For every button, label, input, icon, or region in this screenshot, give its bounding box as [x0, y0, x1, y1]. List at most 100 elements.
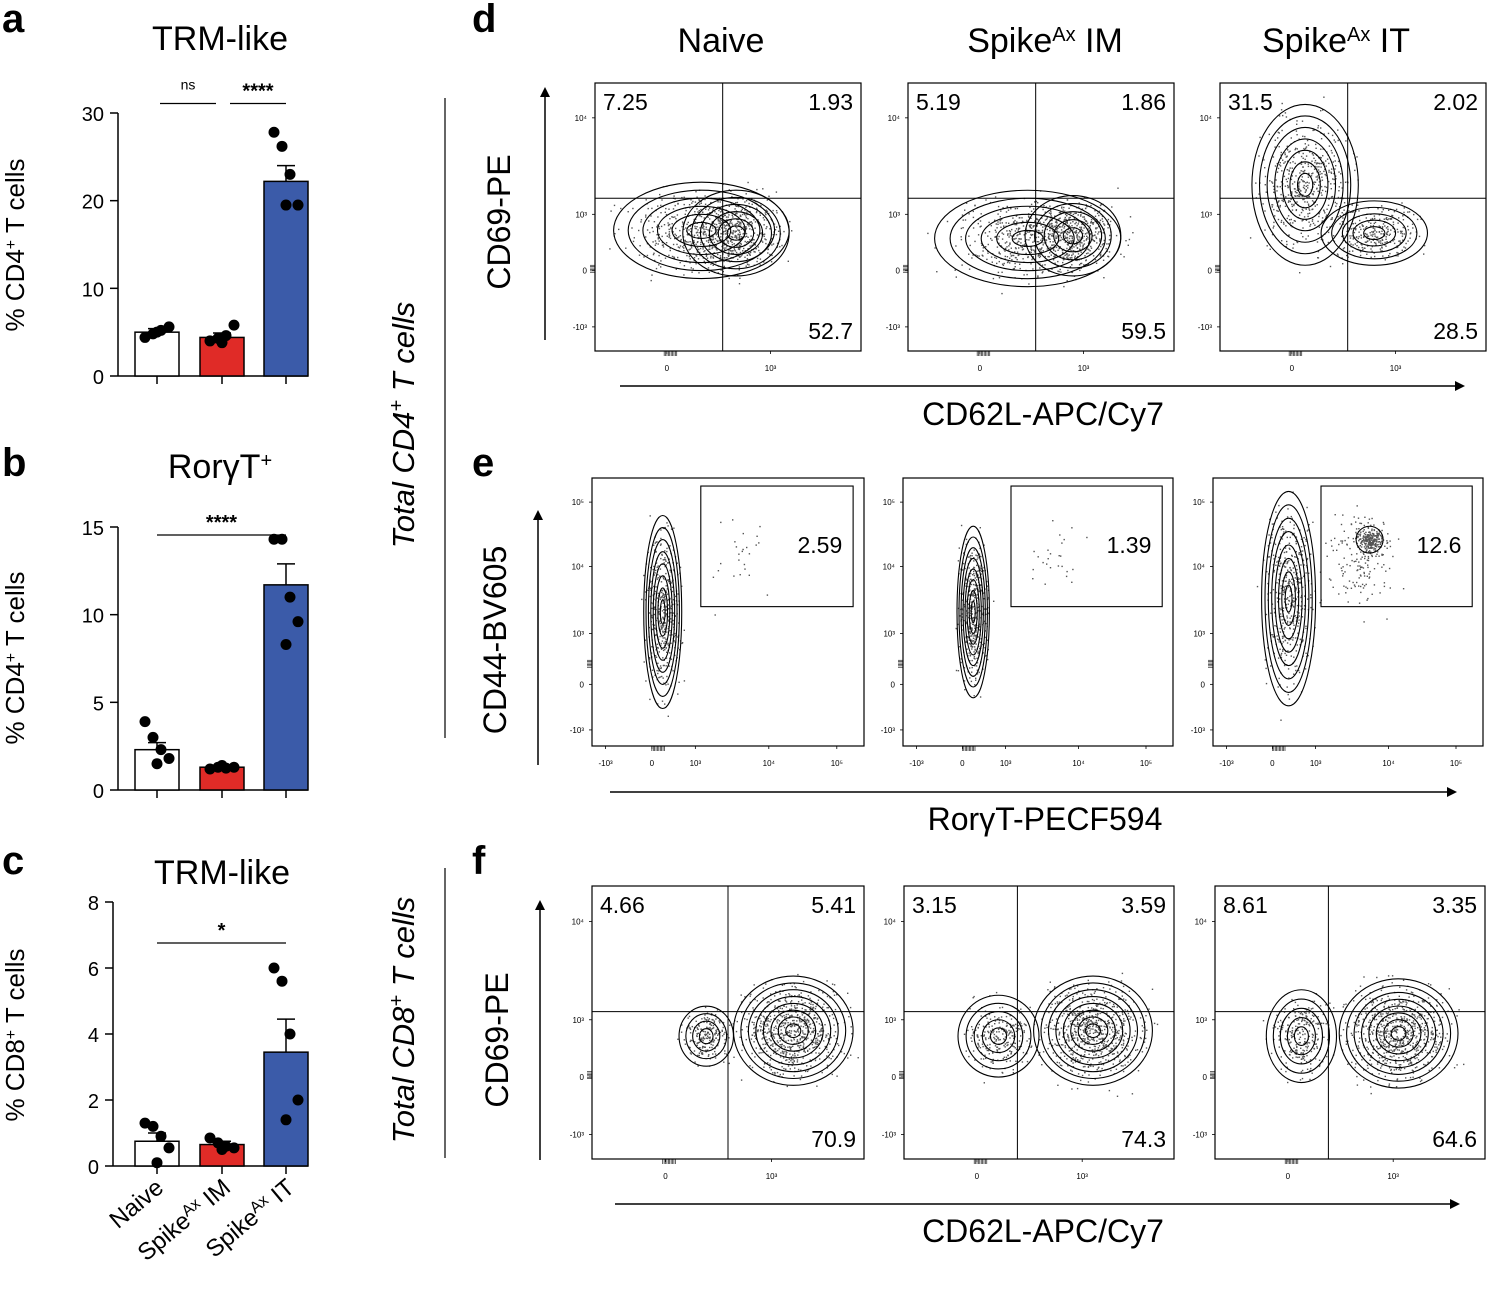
event-dot — [1099, 204, 1102, 207]
event-dot — [1299, 181, 1301, 183]
event-dot — [1337, 139, 1339, 142]
event-dot — [744, 250, 747, 252]
event-dot — [1071, 229, 1074, 232]
event-dot — [1269, 180, 1271, 182]
event-dot — [977, 597, 979, 599]
event-dot — [1074, 255, 1076, 257]
event-dot — [701, 1018, 703, 1020]
event-dot — [1390, 229, 1392, 231]
event-dot — [1319, 171, 1321, 173]
event-dot — [1323, 96, 1325, 98]
event-dot — [653, 574, 656, 576]
event-dot — [1295, 556, 1297, 558]
y-tick-label: 20 — [82, 192, 104, 214]
event-dot — [1279, 536, 1282, 538]
event-dot — [708, 234, 710, 236]
event-dot — [1081, 208, 1084, 210]
event-dot — [978, 577, 980, 579]
event-dot — [696, 1044, 698, 1046]
event-dot — [1258, 193, 1260, 195]
event-dot — [1389, 241, 1392, 243]
event-dot — [1295, 650, 1297, 652]
contour-line — [1011, 229, 1044, 247]
event-dot — [971, 618, 973, 620]
event-dot — [976, 570, 978, 573]
event-dot — [1052, 230, 1054, 232]
event-dot — [698, 1054, 700, 1057]
event-dot — [1341, 542, 1343, 544]
event-dot — [1295, 543, 1297, 545]
event-dot — [1035, 200, 1038, 203]
event-dot — [1067, 244, 1069, 246]
event-dot — [689, 207, 691, 209]
event-dot — [656, 669, 658, 672]
event-dot — [1367, 551, 1370, 553]
event-dot — [1059, 211, 1062, 213]
event-dot — [660, 581, 663, 583]
event-dot — [1299, 582, 1301, 584]
event-dot — [1373, 252, 1375, 254]
event-dot — [651, 614, 653, 617]
event-dot — [1273, 569, 1275, 572]
event-dot — [813, 1029, 815, 1032]
event-dot — [1370, 234, 1372, 236]
event-dot — [1029, 224, 1031, 226]
flow-x-tick-label: 10⁵ — [1450, 759, 1462, 768]
event-dot — [734, 236, 736, 238]
event-dot — [699, 1034, 701, 1036]
event-dot — [719, 208, 721, 210]
event-dot — [738, 553, 740, 555]
event-dot — [1377, 551, 1379, 553]
event-dot — [699, 1050, 702, 1053]
event-dot — [1289, 595, 1291, 598]
event-dot — [970, 622, 972, 624]
event-dot — [703, 1021, 705, 1023]
event-dot — [1305, 155, 1308, 157]
event-dot — [965, 621, 967, 623]
event-dot — [1280, 109, 1283, 111]
event-dot — [1103, 223, 1105, 225]
event-dot — [1273, 208, 1275, 211]
event-dot — [717, 1039, 719, 1041]
event-dot — [1097, 270, 1099, 272]
event-dot — [1277, 657, 1280, 659]
event-dot — [663, 224, 666, 226]
event-dot — [1278, 677, 1280, 680]
event-dot — [1312, 608, 1314, 611]
event-dot — [968, 253, 970, 255]
event-dot — [748, 252, 750, 255]
event-dot — [652, 628, 654, 631]
event-dot — [1375, 543, 1377, 545]
event-dot — [662, 578, 665, 580]
event-dot — [973, 655, 976, 658]
event-dot — [1361, 556, 1363, 558]
event-dot — [1109, 224, 1111, 226]
event-dot — [963, 667, 966, 669]
event-dot — [1379, 248, 1382, 250]
event-dot — [1323, 170, 1325, 173]
event-dot — [763, 261, 765, 263]
event-dot — [976, 558, 978, 561]
event-dot — [1277, 137, 1279, 139]
event-dot — [976, 555, 978, 557]
event-dot — [696, 196, 698, 198]
event-dot — [980, 568, 982, 570]
event-dot — [738, 269, 740, 271]
event-dot — [707, 241, 710, 244]
event-dot — [1284, 585, 1287, 588]
event-dot — [1092, 223, 1094, 225]
event-dot — [722, 270, 724, 273]
event-dot — [715, 1029, 717, 1032]
event-dot — [736, 201, 739, 204]
event-dot — [610, 210, 612, 212]
event-dot — [1072, 228, 1075, 230]
event-dot — [1400, 241, 1402, 244]
event-dot — [1383, 234, 1385, 236]
event-dot — [734, 204, 737, 207]
event-dot — [696, 231, 698, 233]
event-dot — [1301, 195, 1303, 198]
event-dot — [1409, 237, 1411, 239]
contour-line — [960, 547, 986, 677]
event-dot — [705, 222, 707, 225]
